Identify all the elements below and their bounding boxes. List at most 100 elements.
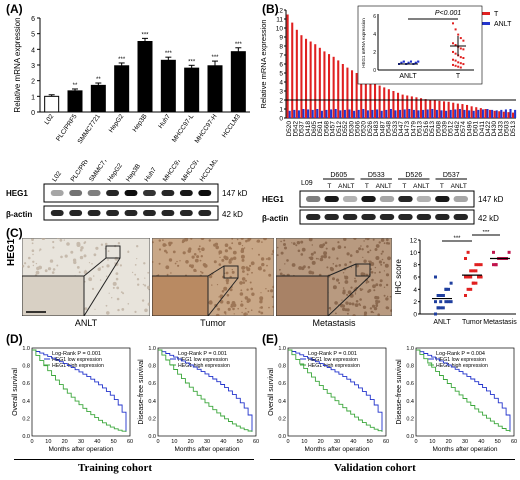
ihc-cell (370, 268, 372, 271)
c-point (464, 257, 467, 260)
ihc-cell (60, 255, 63, 259)
blot-l-actin-band (179, 210, 193, 216)
ihc-cell (76, 241, 81, 246)
b-bar-t (498, 111, 501, 118)
ihc-cell (241, 311, 243, 314)
b-bar-t (383, 87, 386, 118)
b-inset-point-t (462, 63, 465, 66)
ihc-cell (332, 263, 335, 265)
b-bar-anlt (468, 110, 471, 118)
b-bar-t (429, 99, 432, 118)
b-inset-point-t (452, 22, 454, 25)
ihc-cell (369, 307, 373, 310)
b-bar-anlt (343, 109, 346, 118)
blot-l-actin-band (161, 210, 175, 216)
ihc-cell (185, 260, 189, 264)
ihc-cell (311, 260, 316, 265)
c-point (434, 312, 437, 316)
ihc-cell (346, 312, 349, 315)
b-bar-anlt (500, 109, 503, 118)
b-bar-t (378, 85, 381, 118)
b-bar-t (424, 99, 427, 118)
ihc-cell (311, 244, 313, 246)
ihc-cell (261, 241, 263, 243)
ihc-cell (32, 264, 35, 267)
ihc-cell (276, 246, 279, 249)
b-xtick-label: D496 (466, 121, 473, 137)
ihc-cell (44, 269, 48, 273)
ihc-cell (385, 238, 389, 242)
ihc-cell (308, 256, 311, 259)
b-xtick-label: D530 (348, 121, 355, 137)
ihc-cell (174, 262, 177, 265)
ihc-cell (250, 287, 253, 291)
ihc-cell (272, 305, 274, 308)
ihc-cell (27, 265, 30, 269)
blot-r-heg1-band (416, 196, 432, 202)
ihc-cell (172, 250, 176, 254)
b-bar-anlt (435, 109, 438, 118)
b-bar-t (475, 107, 478, 118)
b-bar-t (305, 38, 308, 118)
km-legend-low: HEG1 low expression (436, 357, 486, 363)
ihc-cell (354, 292, 356, 294)
km-curve-low (288, 349, 383, 432)
km-xtick-label: 50 (237, 439, 243, 445)
b-bar-t (420, 98, 423, 118)
km-ytick-label: 0.0 (278, 434, 286, 440)
b-xtick-label: D430 (491, 121, 498, 137)
ihc-cell (386, 241, 389, 245)
b-ytick-label: 12 (276, 8, 284, 15)
ihc-cell (319, 257, 324, 262)
blot-l-actin-band (124, 210, 138, 216)
ihc-cell (343, 238, 347, 241)
b-bar-anlt (454, 109, 457, 118)
ihc-cell (24, 262, 27, 265)
b-bar-t (410, 96, 413, 118)
c-ytick-label: 12 (410, 238, 418, 245)
ihc-cell (233, 256, 237, 260)
blot-r-sample-label: D526 (405, 172, 422, 179)
ihc-cell (245, 312, 247, 314)
blot-l-actin-band (142, 210, 156, 216)
km-xtick-label: 40 (478, 439, 484, 445)
km-legend-high: HEG1 high expression (52, 363, 104, 369)
ihc-cell (363, 240, 365, 242)
ihc-cell (387, 256, 391, 261)
ihc-cell (375, 299, 379, 303)
ihc-cell (336, 257, 339, 260)
ihc-cell (370, 271, 374, 274)
b-bar-anlt (389, 109, 392, 118)
km-xtick-label: 10 (171, 439, 177, 445)
c-significance: *** (453, 236, 461, 242)
ihc-cell (324, 241, 328, 245)
ihc-cell (295, 244, 298, 247)
b-ytick-label: 4 (279, 80, 283, 87)
ihc-cell (259, 307, 261, 309)
km-frame (31, 347, 131, 437)
ihc-cell (165, 244, 168, 246)
b-inset-point-t (462, 48, 465, 51)
ihc-cell (152, 241, 154, 244)
ihc-cell (199, 259, 202, 262)
a-xtick-label: MHCC97-H (194, 113, 219, 145)
ihc-cell (249, 281, 252, 284)
ihc-cell (261, 299, 263, 302)
ihc-cell (184, 238, 189, 242)
ihc-cell (144, 277, 146, 279)
b-inset-point-t (459, 56, 462, 59)
b-ytick-label: 11 (276, 17, 283, 24)
blot-r-heg1-band (306, 196, 321, 202)
ihc-cell (271, 295, 274, 298)
ihc-cell (94, 308, 96, 310)
ihc-cell (70, 250, 74, 254)
ihc-cell (258, 253, 260, 256)
a-significance: ** (96, 77, 101, 83)
b-xtick-label: D483 (373, 121, 380, 137)
b-inset-point-t (454, 59, 457, 62)
a-ytick-label: 6 (31, 16, 35, 23)
c-point (494, 263, 498, 267)
c-ytick-label: 4 (413, 287, 417, 294)
ihc-cell (106, 264, 110, 268)
